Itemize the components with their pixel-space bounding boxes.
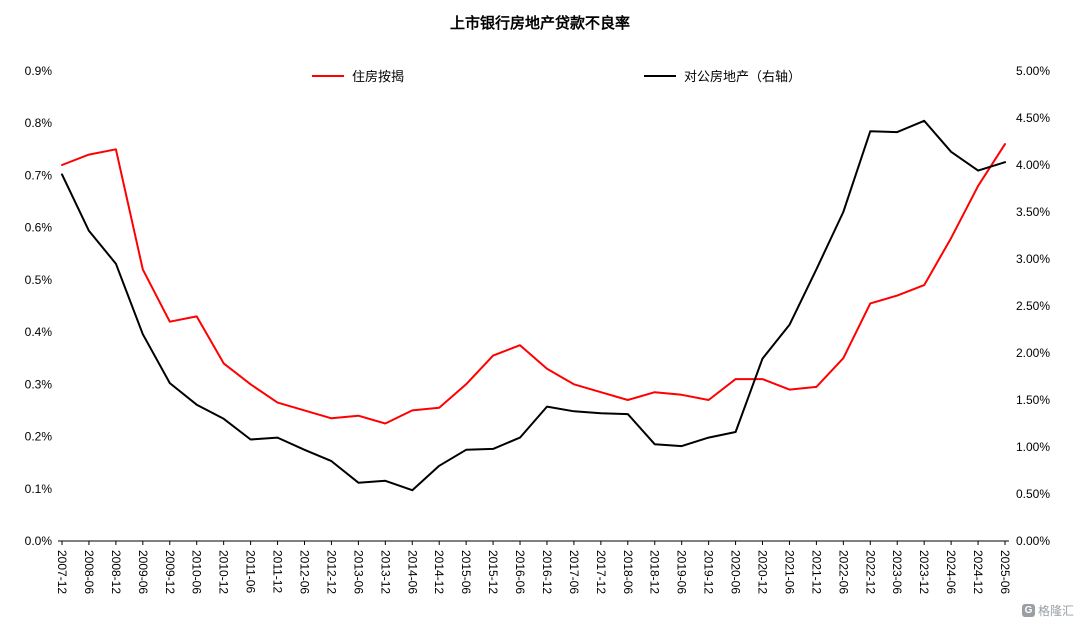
left-axis-tick-label: 0.3%	[25, 377, 53, 391]
x-tick-label: 2023-06	[890, 550, 904, 594]
left-axis-tick-label: 0.4%	[25, 325, 53, 339]
right-axis-tick-label: 3.00%	[1016, 252, 1050, 266]
left-axis-tick-label: 0.9%	[25, 64, 53, 78]
right-axis-tick-label: 1.50%	[1016, 393, 1050, 407]
x-tick-label: 2015-06	[459, 550, 473, 594]
x-tick-label: 2017-06	[567, 550, 581, 594]
right-axis-tick-label: 5.00%	[1016, 64, 1050, 78]
x-tick-label: 2018-06	[621, 550, 635, 594]
x-tick-label: 2012-12	[324, 550, 338, 594]
legend-label: 住房按揭	[352, 69, 405, 84]
x-tick-label: 2022-06	[836, 550, 850, 594]
series-line-mortgage	[61, 143, 1006, 425]
left-axis-tick-label: 0.5%	[25, 273, 53, 287]
x-tick-label: 2021-12	[809, 550, 823, 594]
x-tick-label: 2010-06	[190, 550, 204, 594]
x-tick-label: 2011-06	[244, 550, 258, 593]
x-tick-label: 2016-12	[540, 550, 554, 594]
left-axis-tick-label: 0.7%	[25, 168, 53, 182]
left-axis-tick-label: 0.6%	[25, 221, 53, 235]
x-tick-label: 2011-12	[271, 550, 285, 593]
gelonghui-watermark: G 格隆汇	[1021, 602, 1074, 619]
x-tick-label: 2021-06	[782, 550, 796, 594]
x-tick-label: 2019-12	[702, 550, 716, 594]
right-axis-tick-label: 2.50%	[1016, 299, 1050, 313]
x-tick-label: 2023-12	[917, 550, 931, 594]
legend-item-mortgage: 住房按揭	[312, 66, 404, 85]
x-tick-label: 2017-12	[594, 550, 608, 594]
x-tick-label: 2022-12	[863, 550, 877, 594]
right-axis-tick-label: 2.00%	[1016, 346, 1050, 360]
legend-item-corporate: 对公房地产（右轴）	[644, 66, 801, 85]
left-axis-tick-label: 0.1%	[25, 482, 53, 496]
watermark-text: 格隆汇	[1037, 604, 1074, 618]
chart-title: 上市银行房地产贷款不良率	[449, 15, 630, 32]
x-tick-label: 2013-12	[378, 550, 392, 594]
x-tick-label: 2007-12	[55, 550, 69, 594]
right-axis-tick-label: 3.50%	[1016, 205, 1050, 219]
x-tick-label: 2012-06	[297, 550, 311, 594]
x-tick-label: 2014-06	[405, 550, 419, 594]
gelonghui-logo-icon: G	[1021, 604, 1035, 617]
legend-line-red-icon	[312, 74, 344, 77]
x-tick-label: 2020-06	[729, 550, 743, 594]
right-axis-tick-label: 0.00%	[1016, 534, 1050, 548]
left-axis-tick-label: 0.2%	[25, 430, 53, 444]
x-tick-label: 2010-12	[217, 550, 231, 594]
legend-label: 对公房地产（右轴）	[684, 69, 802, 84]
right-axis-tick-label: 4.00%	[1016, 158, 1050, 172]
right-axis-tick-label: 4.50%	[1016, 111, 1050, 125]
legend-line-black-icon	[644, 74, 676, 77]
x-tick-label: 2025-06	[998, 550, 1012, 594]
left-axis-tick-label: 0.0%	[25, 534, 53, 548]
x-tick-label: 2014-12	[432, 550, 446, 594]
right-axis-tick-label: 0.50%	[1016, 487, 1050, 501]
x-tick-label: 2016-06	[513, 550, 527, 594]
x-tick-label: 2008-12	[109, 550, 123, 594]
left-axis-tick-label: 0.8%	[25, 116, 53, 130]
x-tick-label: 2009-12	[163, 550, 177, 594]
x-tick-label: 2008-06	[82, 550, 96, 594]
x-tick-label: 2009-06	[136, 550, 150, 594]
x-tick-label: 2024-06	[944, 550, 958, 594]
x-tick-label: 2019-06	[675, 550, 689, 594]
right-axis-tick-label: 1.00%	[1016, 440, 1050, 454]
x-tick-label: 2018-12	[648, 550, 662, 594]
x-tick-label: 2013-06	[351, 550, 365, 594]
x-tick-label: 2020-12	[756, 550, 770, 594]
x-tick-label: 2015-12	[486, 550, 500, 594]
x-tick-label: 2024-12	[971, 550, 985, 594]
series-line-corporate	[61, 119, 1006, 492]
